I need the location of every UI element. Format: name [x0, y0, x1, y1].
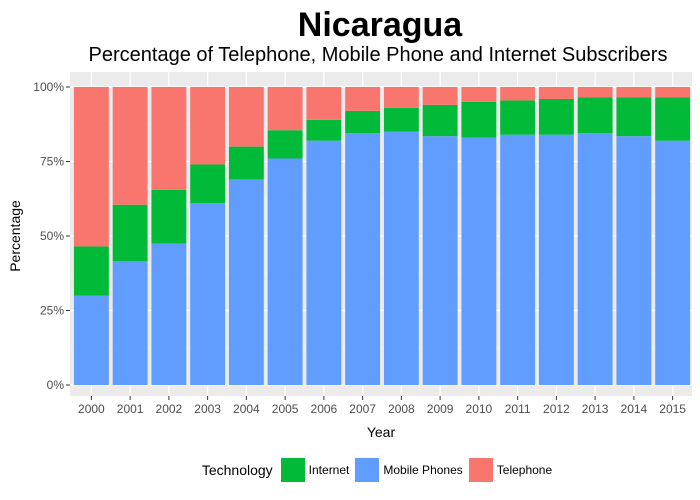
y-tick-label: 100%	[33, 80, 64, 94]
bar-mobile-phones-2013	[577, 133, 613, 385]
legend-title: Technology	[201, 462, 273, 478]
bar-telephone-2002	[151, 87, 187, 190]
bar-internet-2006	[306, 119, 342, 141]
bar-internet-2005	[267, 130, 303, 159]
bar-internet-2001	[112, 204, 148, 262]
bar-telephone-2015	[655, 87, 691, 98]
x-tick-label: 2005	[272, 402, 299, 416]
bar-telephone-2008	[383, 87, 419, 108]
x-tick-label: 2015	[659, 402, 686, 416]
bar-internet-2009	[422, 104, 458, 137]
bars	[73, 87, 691, 385]
legend: Technology Internet Mobile Phones Teleph…	[0, 458, 700, 482]
x-tick-label: 2004	[233, 402, 260, 416]
bar-telephone-2014	[616, 87, 652, 98]
bar-telephone-2006	[306, 87, 342, 120]
bar-mobile-phones-2007	[345, 133, 381, 385]
bar-internet-2003	[190, 164, 226, 204]
x-tick-label: 2010	[466, 402, 493, 416]
bar-mobile-phones-2009	[422, 136, 458, 385]
legend-key-mobile-phones	[355, 458, 380, 482]
legend-label-telephone: Telephone	[496, 463, 553, 477]
x-tick-label: 2006	[311, 402, 338, 416]
bar-mobile-phones-2008	[383, 131, 419, 385]
bar-internet-2014	[616, 97, 652, 137]
legend-label-mobile-phones: Mobile Phones	[383, 463, 463, 477]
x-axis: 2000 2001 2002 2003 2004 2005 2006 2007 2008 2009…	[78, 396, 686, 416]
bar-telephone-2005	[267, 87, 303, 131]
bar-telephone-2009	[422, 87, 458, 105]
bar-internet-2004	[228, 146, 264, 180]
x-tick-label: 2002	[156, 402, 183, 416]
bar-telephone-2010	[461, 87, 497, 102]
x-tick-label: 2008	[388, 402, 415, 416]
legend-label-internet: Internet	[308, 463, 350, 477]
x-tick-label: 2013	[582, 402, 609, 416]
legend-item-telephone: Telephone	[468, 458, 553, 482]
bar-mobile-phones-2014	[616, 136, 652, 385]
legend-key-telephone	[468, 458, 493, 482]
bar-telephone-2013	[577, 87, 613, 98]
y-tick-label: 25%	[40, 304, 64, 318]
bar-mobile-phones-2006	[306, 140, 342, 385]
x-tick-label: 2003	[194, 402, 221, 416]
bar-internet-2010	[461, 101, 497, 138]
bar-telephone-2011	[500, 87, 536, 101]
bar-mobile-phones-2001	[112, 261, 148, 385]
chart-subtitle: Percentage of Telephone, Mobile Phone an…	[88, 44, 668, 66]
y-tick-label: 50%	[40, 229, 64, 243]
x-tick-label: 2012	[543, 402, 570, 416]
bar-telephone-2000	[73, 87, 109, 247]
bar-internet-2012	[538, 98, 574, 135]
bar-mobile-phones-2002	[151, 243, 187, 385]
x-tick-label: 2011	[505, 402, 531, 416]
bar-mobile-phones-2015	[655, 140, 691, 385]
legend-key-internet	[280, 458, 305, 482]
x-tick-label: 2014	[621, 402, 648, 416]
x-tick-label: 2000	[78, 402, 105, 416]
bar-internet-2013	[577, 97, 613, 134]
bar-internet-2000	[73, 246, 109, 296]
bar-internet-2015	[655, 97, 691, 141]
legend-item-mobile-phones: Mobile Phones	[355, 458, 463, 482]
bar-internet-2007	[345, 110, 381, 134]
bar-mobile-phones-2003	[190, 203, 226, 385]
y-axis: 0% 25% 50% 75% 100%	[33, 80, 70, 392]
x-tick-label: 2009	[427, 402, 454, 416]
bar-mobile-phones-2012	[538, 134, 574, 385]
bar-internet-2008	[383, 107, 419, 132]
bar-telephone-2003	[190, 87, 226, 165]
bar-telephone-2007	[345, 87, 381, 111]
bar-telephone-2004	[228, 87, 264, 147]
x-tick-label: 2007	[349, 402, 376, 416]
legend-item-internet: Internet	[280, 458, 350, 482]
bar-mobile-phones-2005	[267, 158, 303, 385]
bar-telephone-2012	[538, 87, 574, 99]
bar-mobile-phones-2010	[461, 137, 497, 385]
bar-telephone-2001	[112, 87, 148, 205]
bar-mobile-phones-2011	[500, 134, 536, 385]
bar-internet-2002	[151, 189, 187, 244]
y-tick-label: 75%	[40, 155, 64, 169]
chart-title: Nicaragua	[297, 6, 463, 44]
bar-mobile-phones-2000	[73, 295, 109, 385]
y-tick-label: 0%	[47, 378, 65, 392]
x-tick-label: 2001	[117, 402, 144, 416]
y-axis-title: Percentage	[7, 200, 23, 272]
bar-internet-2011	[500, 100, 536, 135]
bar-mobile-phones-2004	[228, 179, 264, 385]
x-axis-title: Year	[367, 424, 396, 440]
